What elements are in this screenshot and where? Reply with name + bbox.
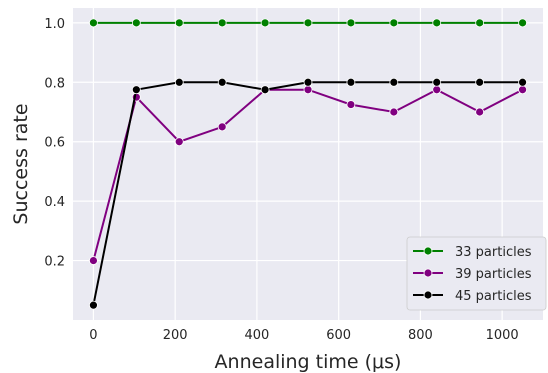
data-point [518,18,527,28]
series-lines [89,18,527,310]
x-axis-title: Annealing time (μs) [215,351,402,373]
data-point [260,85,270,95]
data-point [260,18,270,28]
data-point [303,18,313,28]
x-tick-label: 800 [408,328,433,343]
y-tick-label: 0.8 [44,76,65,91]
data-point [346,18,356,28]
data-point [432,18,442,28]
data-point [217,18,227,28]
legend-swatch-marker [423,246,433,256]
y-tick-label: 0.6 [44,136,65,151]
y-tick-label: 0.4 [44,195,65,210]
legend-label: 45 particles [455,289,532,304]
legend-swatch-marker [423,290,433,300]
data-point [303,85,313,95]
data-point [389,77,399,87]
data-point [432,85,442,95]
data-point [518,85,527,95]
legend-item: 39 particles [413,267,532,282]
legend-item: 45 particles [413,289,532,304]
x-tick-label: 400 [244,328,269,343]
data-point [346,77,356,87]
x-tick-label: 0 [89,328,97,343]
data-point [303,77,313,87]
data-point [174,18,184,28]
y-tick-label: 0.2 [44,255,65,270]
data-point [346,100,356,109]
data-point [475,18,485,28]
data-point [174,137,184,147]
x-tick-label: 1000 [486,328,519,343]
series-0 [89,18,527,28]
legend-label: 33 particles [455,245,532,260]
series-2 [89,77,527,310]
data-point [131,85,141,95]
data-point [217,77,227,87]
data-point [475,77,485,87]
x-tick-label: 600 [326,328,351,343]
series-1 [89,85,527,265]
legend-box [406,236,547,311]
data-point [518,77,527,87]
data-point [389,107,399,117]
data-point [89,256,98,265]
y-axis-title: Success rate [10,103,32,224]
legend-item: 33 particles [413,245,532,260]
data-point [432,77,442,87]
x-tick-labels: 0 200 400 600 800 1000 [89,328,518,343]
data-point [89,300,98,310]
data-point [389,18,399,28]
data-point [131,18,141,28]
x-tick-label: 200 [163,328,188,343]
legend-label: 39 particles [455,267,532,282]
data-point [89,18,98,28]
y-tick-label: 1.0 [44,17,65,32]
data-point [217,122,227,132]
y-tick-labels: 0.2 0.4 0.6 0.8 1.0 [44,17,65,270]
legend-swatch-marker [423,268,433,278]
data-point [475,107,485,117]
data-point [174,77,184,87]
legend: 33 particles 39 particles 45 particles [406,236,547,311]
